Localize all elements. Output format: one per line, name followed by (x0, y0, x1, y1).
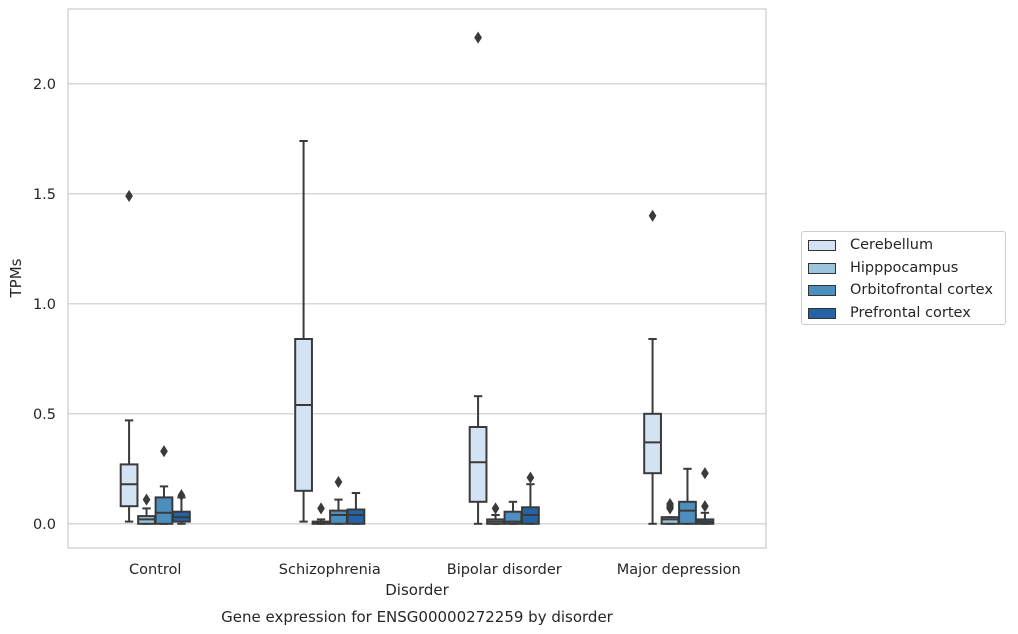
legend-swatch (808, 263, 836, 274)
legend-swatch (808, 240, 836, 251)
legend-item-prefrontal-cortex: Prefrontal cortex (808, 303, 971, 323)
box-iqr (644, 414, 661, 473)
box-iqr (662, 517, 679, 524)
box-iqr (295, 339, 312, 491)
legend-label: Prefrontal cortex (850, 305, 971, 321)
legend-label: Cerebellum (850, 237, 933, 253)
legend: Cerebellum Hipppocampus Orbitofrontal co… (801, 231, 1006, 325)
y-tick-labels: 0.0 0.5 1.0 1.5 2.0 (33, 77, 56, 533)
x-axis-label: Disorder (385, 581, 449, 599)
y-axis-label: TPMs (7, 258, 25, 298)
y-tick-label: 2.0 (33, 77, 56, 93)
y-tick-label: 0.5 (33, 407, 56, 423)
legend-swatch (808, 308, 836, 319)
y-tick-label: 1.0 (33, 297, 56, 313)
x-tick-label: Control (129, 562, 181, 578)
box-iqr (679, 502, 696, 524)
box-iqr (348, 510, 365, 524)
legend-label: Orbitofrontal cortex (850, 282, 993, 298)
legend-label: Hipppocampus (850, 260, 958, 276)
box-iqr (470, 427, 487, 502)
legend-swatch (808, 285, 836, 296)
box-iqr (330, 511, 347, 524)
x-tick-labels: Control Schizophrenia Bipolar disorder Majo… (129, 562, 741, 578)
x-tick-label: Bipolar disorder (447, 562, 562, 578)
x-tick-label: Major depression (617, 562, 741, 578)
y-tick-label: 0.0 (33, 517, 56, 533)
y-tick-label: 1.5 (33, 187, 56, 203)
legend-item-orbitofrontal-cortex: Orbitofrontal cortex (808, 280, 993, 300)
chart-caption: Gene expression for ENSG00000272259 by d… (221, 608, 614, 626)
box-iqr (121, 464, 138, 506)
legend-item-cerebellum: Cerebellum (808, 235, 933, 255)
legend-item-hippocampus: Hipppocampus (808, 258, 958, 278)
box-iqr (156, 497, 173, 523)
x-tick-label: Schizophrenia (279, 562, 381, 578)
